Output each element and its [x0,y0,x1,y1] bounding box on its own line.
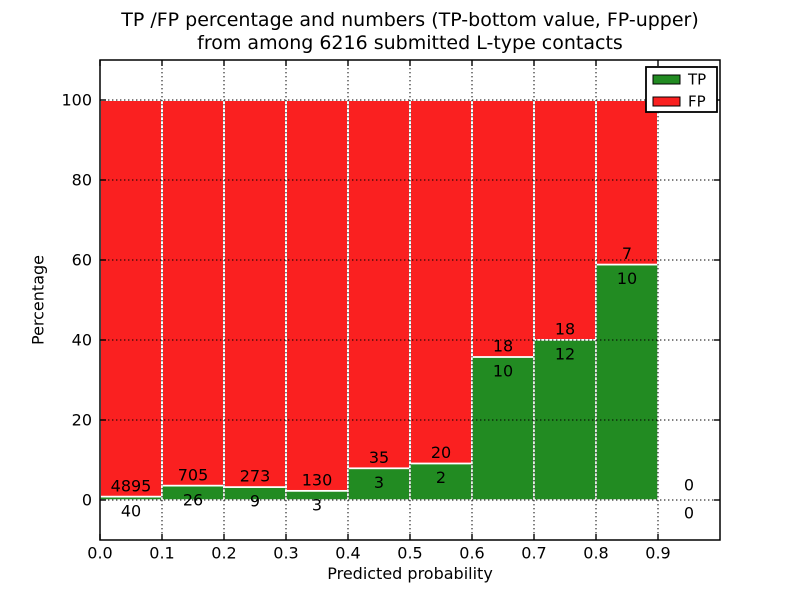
x-tick-label-5: 0.5 [397,544,422,563]
x-tick-label-9: 0.9 [645,544,670,563]
bar-fp-5 [409,99,473,465]
chart-title-line2: from among 6216 submitted L-type contact… [197,32,623,54]
y-tick-label-5: 100 [61,91,92,110]
tp-count-label-8: 10 [617,269,637,288]
bar-tp-6 [471,356,535,501]
y-tick-label-4: 80 [72,171,92,190]
tp-count-label-5: 2 [436,468,446,487]
fp-count-label-2: 273 [240,467,271,486]
chart-title: TP /FP percentage and numbers (TP-bottom… [100,9,720,55]
x-axis-label: Predicted probability [327,564,493,583]
x-tick-label-0: 0.0 [87,544,112,563]
x-tick-label-3: 0.3 [273,544,298,563]
bar-fp-1 [161,99,225,487]
y-tick-label-3: 60 [72,251,92,270]
bar-fp-4 [347,99,411,470]
fp-count-label-1: 705 [178,465,209,484]
fp-count-label-3: 130 [302,470,333,489]
bar-fp-8 [595,99,659,266]
bar-fp-6 [471,99,535,359]
fp-count-label-8: 7 [622,244,632,263]
bar-tp-8 [595,263,659,501]
tp-count-label-2: 9 [250,492,260,511]
legend-label-fp: FP [688,93,706,111]
legend-swatch-tp [652,74,681,85]
x-tick-label-2: 0.2 [211,544,236,563]
x-tick-label-6: 0.6 [459,544,484,563]
tp-count-label-3: 3 [312,495,322,514]
x-tick-label-4: 0.4 [335,544,360,563]
y-tick-label-2: 40 [72,331,92,350]
fp-count-label-5: 20 [431,443,451,462]
legend-label-tp: TP [687,71,706,89]
x-tick-label-1: 0.1 [149,544,174,563]
legend-swatch-fp [652,96,681,107]
tp-count-label-0: 40 [121,501,141,520]
bar-fp-7 [533,99,597,341]
bar-fp-0 [99,99,163,498]
fp-count-label-9: 0 [684,476,694,495]
bar-fp-2 [223,99,287,489]
bar-tp-4 [347,467,411,501]
x-tick-label-8: 0.8 [583,544,608,563]
bar-fp-3 [285,99,349,492]
fp-count-label-7: 18 [555,320,575,339]
tp-count-label-6: 10 [493,362,513,381]
tp-count-label-9: 0 [684,504,694,523]
tp-count-label-4: 3 [374,473,384,492]
tp-count-label-7: 12 [555,345,575,364]
fp-count-label-4: 35 [369,448,389,467]
x-tick-label-7: 0.7 [521,544,546,563]
fp-count-label-0: 4895 [111,476,152,495]
y-tick-label-1: 20 [72,411,92,430]
fp-count-label-6: 18 [493,337,513,356]
chart-title-line1: TP /FP percentage and numbers (TP-bottom… [121,9,699,31]
y-tick-label-0: 0 [82,491,92,510]
